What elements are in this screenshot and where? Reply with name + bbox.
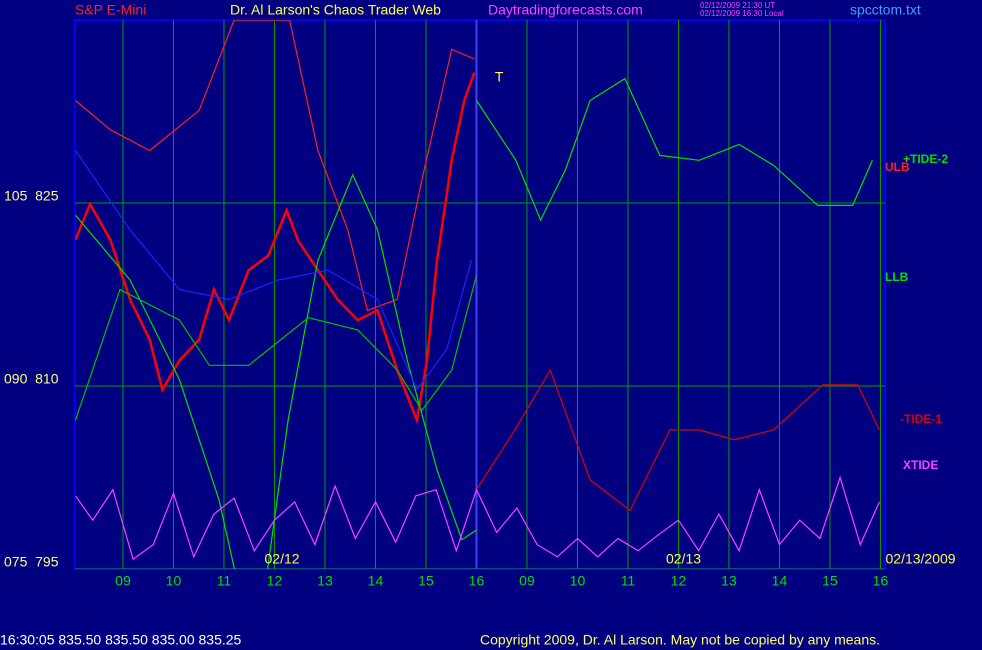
annotation: T (495, 69, 504, 85)
x-tick-label: 11 (621, 573, 636, 589)
quote: 16:30:05 835.50 835.50 835.00 835.25 (0, 632, 242, 648)
x-tick-label: 14 (772, 573, 788, 589)
x-tick-label: 10 (570, 573, 586, 589)
series-line (75, 274, 478, 421)
x-tick-label: 15 (418, 573, 434, 589)
chart-title: Dr. Al Larson's Chaos Trader Web (230, 2, 441, 18)
annotation: 02/12 (265, 551, 300, 567)
y-tick-label: 075 795 (4, 554, 59, 570)
series-line (75, 173, 477, 569)
x-tick-label: 12 (267, 573, 283, 589)
legend-label: -TIDE-1 (900, 412, 942, 426)
series-line (475, 368, 880, 512)
series-line (75, 20, 475, 312)
y-tick-label: 090 810 (4, 371, 59, 387)
y-tick-label: 105 825 (4, 188, 59, 204)
series-line (75, 475, 880, 561)
legend-label: +TIDE-2 (903, 152, 948, 166)
stamp-ut: 02/12/2009 21:30 UT (700, 1, 775, 10)
annotation: 02/13 (666, 551, 701, 567)
legend-label: ULB (885, 160, 910, 174)
copyright: Copyright 2009, Dr. Al Larson. May not b… (480, 632, 880, 648)
file-name: spcctom.txt (850, 2, 921, 18)
plot-area (75, 20, 885, 569)
stamp-local: 02/12/2009 16:30 Local (700, 9, 784, 18)
series-line (75, 150, 472, 391)
x-tick-label: 16 (873, 573, 889, 589)
series-line (75, 72, 476, 425)
x-tick-label: 13 (317, 573, 333, 589)
x-tick-label: 10 (166, 573, 182, 589)
x-tick-label: 12 (671, 573, 687, 589)
x-tick-label: 09 (519, 573, 535, 589)
site: Daytradingforecasts.com (488, 2, 643, 18)
x-tick-label: 15 (822, 573, 838, 589)
x-tick-label: 09 (115, 573, 131, 589)
series-line (475, 77, 873, 222)
x-tick-label: 11 (217, 573, 232, 589)
annotation: 02/13/2009 (886, 551, 956, 567)
symbol: S&P E-Mini (75, 2, 146, 18)
x-tick-label: 14 (368, 573, 384, 589)
legend-label: LLB (885, 270, 909, 284)
x-tick-label: 16 (469, 573, 485, 589)
x-tick-label: 13 (721, 573, 737, 589)
legend-label: XTIDE (903, 458, 938, 472)
